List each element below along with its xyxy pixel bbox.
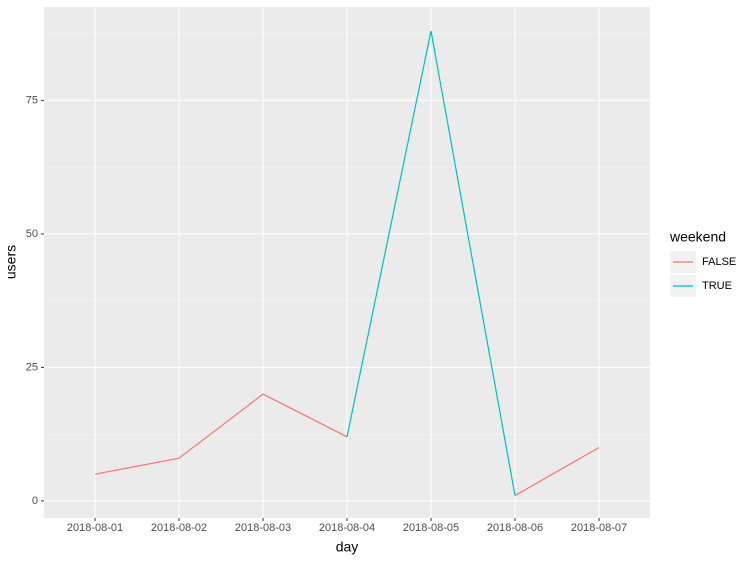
y-tick-label: 25 [26, 361, 38, 373]
x-tick-label: 2018-08-02 [151, 522, 207, 534]
x-tick-label: 2018-08-05 [403, 522, 459, 534]
series-line [94, 393, 600, 497]
y-tick-label: 50 [26, 228, 38, 240]
plot-area [94, 30, 600, 497]
legend-title: weekend [669, 229, 726, 245]
x-tick-label: 2018-08-06 [487, 522, 543, 534]
legend: FALSE TRUE [670, 251, 736, 297]
x-tick-label: 2018-08-04 [319, 522, 375, 534]
y-axis-title: users [3, 245, 19, 279]
legend-label: FALSE [702, 256, 736, 268]
series-line [346, 30, 516, 496]
x-tick-label: 2018-08-03 [235, 522, 291, 534]
x-axis-title: day [336, 539, 359, 555]
y-tick-label: 75 [26, 94, 38, 106]
grid [44, 7, 650, 518]
legend-label: TRUE [702, 280, 732, 292]
y-tick-label: 0 [32, 495, 38, 507]
x-tick-label: 2018-08-01 [67, 522, 123, 534]
x-tick-label: 2018-08-07 [571, 522, 627, 534]
